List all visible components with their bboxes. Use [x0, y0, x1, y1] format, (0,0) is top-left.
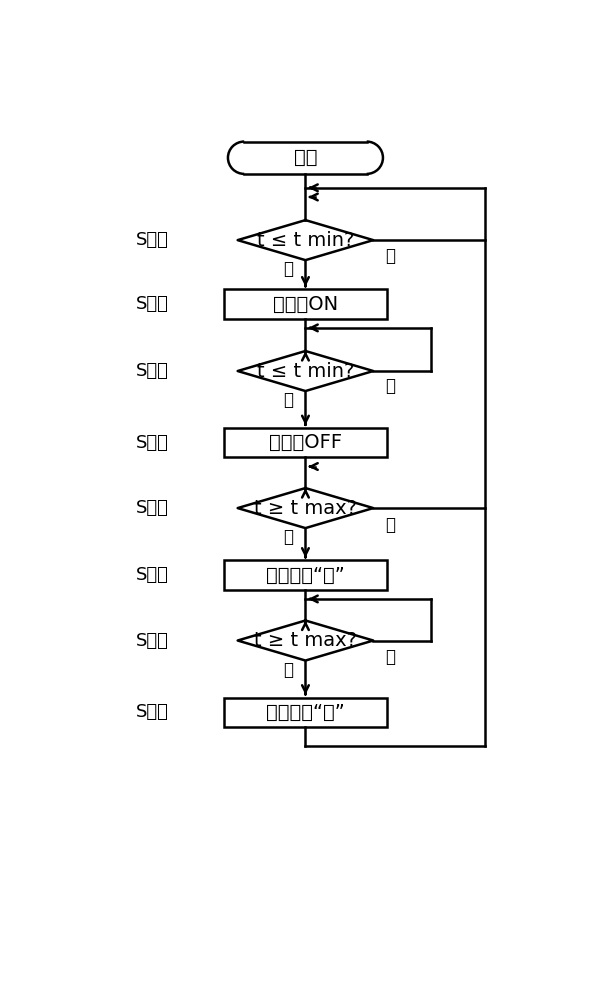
Text: 否: 否 [284, 661, 293, 679]
Text: 是: 是 [385, 377, 395, 395]
Text: S１３: S１３ [135, 362, 169, 380]
Text: S１６: S１６ [135, 566, 169, 584]
Bar [224, 428, 387, 457]
Text: t ≤ t min?: t ≤ t min? [257, 362, 354, 381]
Text: S１２: S１２ [135, 295, 169, 313]
Text: 是: 是 [284, 260, 293, 278]
Text: 否: 否 [284, 391, 293, 409]
Text: S１８: S１８ [135, 703, 169, 721]
Text: S１７: S１７ [135, 632, 169, 650]
Text: 加热器OFF: 加热器OFF [269, 433, 342, 452]
Bar [224, 560, 387, 590]
Text: t ≤ t min?: t ≤ t min? [257, 231, 354, 250]
Text: 加热器ON: 加热器ON [273, 295, 338, 314]
Text: S１５: S１５ [135, 499, 169, 517]
Text: S１１: S１１ [135, 231, 169, 249]
Bar [224, 698, 387, 727]
Text: S１４: S１４ [135, 434, 169, 452]
Bar [224, 289, 387, 319]
Text: 否: 否 [385, 516, 395, 534]
Text: 气体流量“大”: 气体流量“大” [266, 566, 345, 585]
Text: 否: 否 [385, 247, 395, 265]
Text: 是: 是 [385, 648, 395, 666]
Text: 是: 是 [284, 528, 293, 546]
Text: 气体流量“小”: 气体流量“小” [266, 703, 345, 722]
Text: 开始: 开始 [294, 148, 317, 167]
Text: t ≥ t max?: t ≥ t max? [254, 499, 357, 518]
Text: t ≥ t max?: t ≥ t max? [254, 631, 357, 650]
